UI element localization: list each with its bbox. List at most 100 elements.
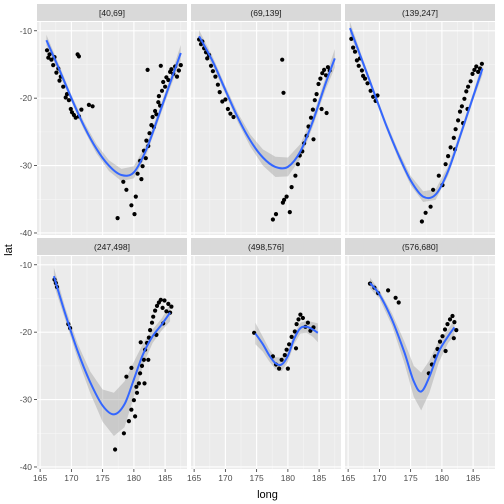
y-tick-label: -40 [20,462,33,472]
facet-panel: (247,498] -40 -30 -20 -10 165 170 175 180 185 [20,238,187,483]
data-point [300,315,305,321]
y-tick-label: -30 [20,395,33,405]
data-point [451,135,456,140]
data-point [129,365,134,370]
smooth-line [369,282,456,393]
data-point [115,216,120,221]
data-point [223,97,228,102]
data-point [132,212,137,217]
data-point [68,106,73,112]
data-point [160,305,165,310]
data-point [362,76,368,81]
data-point [285,366,290,371]
facet-strip-label: (69,139] [250,8,281,18]
x-tick-label: 180 [435,473,449,483]
x-tick-label: 185 [466,473,480,483]
data-point [153,108,158,114]
data-point [470,71,475,76]
data-point [213,74,218,79]
data-point [129,203,134,208]
data-point [169,304,174,309]
data-point [121,431,126,436]
data-point [139,363,145,368]
data-point [281,90,286,95]
data-point [310,107,315,112]
data-point [474,64,479,69]
data-point [138,340,143,345]
data-point [287,342,292,347]
data-point [319,106,324,112]
data-point [270,217,275,222]
facet-panel: [40,69] -40 -30 -20 -10 [20,4,187,238]
data-point [154,303,160,308]
data-point [49,57,54,62]
panel-background [37,22,187,235]
data-point [431,187,436,192]
y-tick-label: -20 [20,93,33,103]
data-point [448,145,453,150]
data-point [446,154,451,159]
y-tick-label: -10 [20,260,33,270]
data-point [277,366,282,371]
data-point [158,63,163,68]
data-point [133,414,138,419]
y-tick-label: -20 [20,327,33,337]
data-point [295,162,300,167]
data-point [289,185,294,190]
data-point [178,63,183,68]
data-point [145,67,150,72]
data-point [440,334,445,339]
panel-background [345,256,495,469]
data-point [294,322,299,327]
data-point [453,127,458,132]
data-point [356,63,361,68]
data-point [296,317,301,322]
data-point [150,114,155,120]
data-point [210,69,215,74]
data-point [451,336,456,341]
data-point [351,45,356,50]
data-point [447,317,453,322]
data-point [148,328,153,333]
facet-strip [191,4,341,21]
data-point [144,138,149,143]
facet-strip-label: (576,680] [402,242,438,252]
data-point [477,66,483,71]
data-point [139,177,144,182]
data-point [393,295,398,300]
x-axis-label: long [257,489,278,501]
data-point [138,371,143,376]
data-point [457,109,463,114]
panel-background [345,22,495,235]
data-point [143,156,148,161]
data-point [156,100,161,105]
data-point [368,88,373,93]
data-point [464,89,469,94]
data-point [151,314,156,319]
data-point [298,312,303,317]
data-point [443,162,448,167]
smooth-line [349,27,484,200]
data-point [322,67,327,72]
data-point [445,322,450,327]
data-point [134,384,139,389]
data-point [149,320,155,325]
data-point [396,300,401,305]
data-point [124,187,129,192]
data-point [324,110,329,116]
data-point [174,74,180,79]
data-point [436,173,441,178]
x-tick-label: 165 [187,473,201,483]
data-point [126,419,131,424]
data-point [293,173,298,178]
data-point [472,67,477,72]
data-point [154,112,159,117]
data-point [311,137,316,142]
data-point [164,309,169,314]
data-point [79,107,84,112]
data-point [129,407,134,412]
data-point [316,81,321,87]
data-point [51,63,56,68]
data-point [66,98,71,103]
data-point [437,339,443,344]
